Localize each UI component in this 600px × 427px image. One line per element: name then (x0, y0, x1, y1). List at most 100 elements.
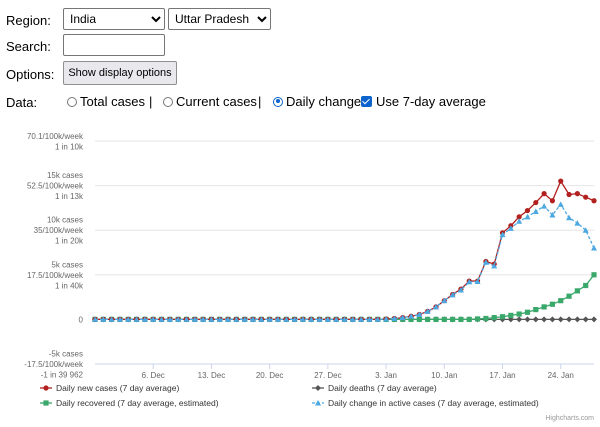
point-marker (324, 316, 331, 322)
series-3 (92, 201, 597, 322)
point-marker (541, 191, 547, 197)
x-tick-label: 6. Dec (142, 371, 165, 380)
point-marker (208, 316, 215, 322)
point-marker (516, 316, 523, 323)
legend-label: Daily change in active cases (7 day aver… (328, 398, 539, 408)
point-marker (191, 316, 198, 322)
y-tick-line: 15k cases (47, 171, 83, 180)
legend-label: Daily recovered (7 day average, estimate… (56, 398, 219, 408)
point-marker (225, 316, 232, 322)
point-marker (366, 316, 373, 322)
series-2 (92, 272, 597, 322)
point-marker (100, 316, 107, 322)
y-tick-label: 15k cases 52.5/100k/week 1 in 13k (27, 171, 84, 201)
legend-item: Daily change in active cases (7 day aver… (312, 398, 539, 408)
point-marker (524, 316, 531, 323)
y-tick-line: 0 (79, 315, 84, 324)
y-tick-line: 17.5/100k/week (27, 271, 84, 280)
point-marker (416, 311, 423, 317)
x-tick-label: 20. Dec (256, 371, 284, 380)
y-tick-line: 5k cases (51, 260, 83, 269)
point-marker (349, 316, 356, 322)
point-marker (250, 316, 257, 322)
y-tick-line: 1 in 13k (55, 192, 84, 201)
y-tick-line: 35/100k/week (34, 226, 84, 235)
point-marker (483, 315, 489, 322)
y-tick-label: 70.1/100k/week 1 in 10k (27, 132, 84, 152)
point-marker (433, 316, 439, 322)
radio-total-label: Total cases (80, 94, 146, 109)
radio-circle[interactable] (163, 96, 173, 107)
point-marker (482, 259, 489, 265)
point-marker (108, 316, 115, 322)
point-marker (216, 316, 223, 322)
y-tick-line: -5k cases (49, 350, 83, 359)
point-marker (341, 316, 348, 322)
point-marker (374, 316, 381, 322)
point-marker (591, 316, 597, 323)
point-marker (541, 316, 548, 323)
x-tick-label: 10. Jan (431, 371, 457, 380)
region-select[interactable]: India (63, 8, 165, 30)
point-marker (425, 316, 431, 322)
point-marker (458, 316, 464, 322)
legend-item: Daily recovered (7 day average, estimate… (40, 398, 219, 408)
point-marker (457, 286, 464, 293)
y-tick-line: 52.5/100k/week (27, 182, 84, 191)
point-marker (474, 278, 481, 284)
point-marker (43, 385, 49, 391)
point-marker (424, 308, 431, 314)
x-tick-label: 3. Jan (375, 371, 397, 380)
radio-daily-change[interactable]: Daily change (273, 94, 361, 109)
series-0 (92, 178, 597, 322)
point-marker (141, 316, 148, 322)
radio-current-cases[interactable]: Current cases (163, 94, 257, 109)
y-tick-line: 1 in 40k (55, 281, 84, 290)
point-marker (491, 315, 497, 321)
point-marker (116, 316, 123, 322)
search-input[interactable] (63, 34, 165, 56)
options-label: Options: (6, 67, 55, 82)
point-marker (574, 288, 580, 294)
radio-circle-selected[interactable] (273, 96, 283, 107)
point-marker (274, 316, 281, 322)
point-marker (591, 245, 597, 251)
point-marker (532, 316, 539, 323)
point-marker (516, 311, 522, 317)
point-marker (449, 291, 456, 298)
x-tick-label: 13. Dec (198, 371, 226, 380)
y-tick-line: -1 in 39 962 (41, 371, 84, 380)
highcharts-credit[interactable]: Highcharts.com (545, 415, 594, 422)
x-tick-label: 17. Jan (489, 371, 515, 380)
point-marker (432, 303, 439, 310)
radio-total-cases[interactable]: Total cases (67, 94, 145, 109)
point-marker (125, 316, 132, 322)
point-marker (549, 212, 556, 218)
checkbox-seven-day-average[interactable]: Use 7-day average (361, 94, 486, 109)
point-marker (92, 316, 98, 322)
y-tick-line: 70.1/100k/week (27, 132, 84, 141)
point-marker (566, 293, 572, 299)
point-marker (566, 214, 573, 221)
subregion-select[interactable]: Uttar Pradesh (168, 8, 271, 30)
legend-item: Daily deaths (7 day average) (312, 383, 437, 393)
y-tick-label: 10k cases 35/100k/week 1 in 20k (34, 216, 84, 246)
point-marker (574, 220, 581, 226)
point-marker (441, 316, 447, 322)
point-marker (508, 312, 514, 318)
legend-label: Daily new cases (7 day average) (56, 383, 179, 393)
checkbox-checked-icon[interactable] (361, 96, 372, 107)
point-marker (166, 316, 173, 322)
point-marker (266, 316, 273, 322)
search-label: Search: (6, 39, 51, 54)
point-marker (133, 316, 140, 322)
y-tick-line: 1 in 20k (55, 237, 84, 246)
radio-circle[interactable] (67, 96, 77, 107)
show-display-options-button[interactable]: Show display options (63, 61, 177, 85)
legend-label: Daily deaths (7 day average) (328, 383, 437, 393)
checkbox-avg-label: Use 7-day average (376, 94, 486, 109)
point-marker (200, 316, 207, 322)
point-marker (450, 316, 456, 322)
y-tick-label: 5k cases 17.5/100k/week 1 in 40k (27, 260, 84, 290)
point-marker (558, 298, 564, 304)
